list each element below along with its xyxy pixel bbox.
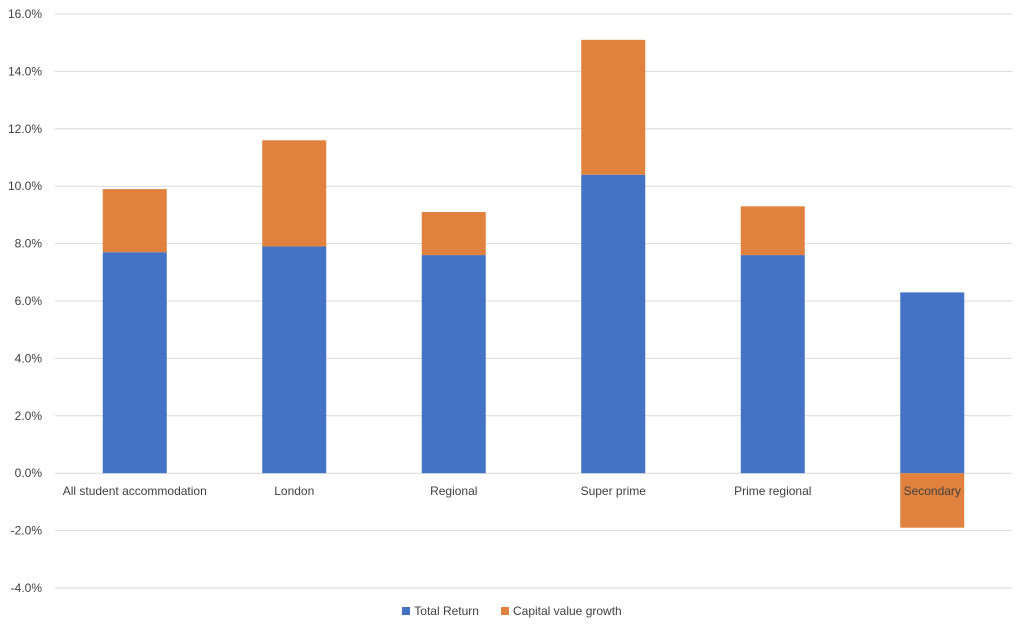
legend-swatch-capital-value-growth	[500, 607, 509, 615]
y-tick-label: -4.0%	[11, 581, 43, 595]
bar-total-return	[262, 246, 327, 474]
bar-total-return	[581, 174, 646, 474]
x-category-label: Regional	[430, 484, 477, 498]
bar-capital-value-growth	[262, 140, 327, 247]
bar-capital-value-growth	[740, 206, 805, 256]
x-category-label: All student accommodation	[63, 484, 207, 498]
legend-item-capital-value-growth: Capital value growth	[500, 604, 622, 618]
y-tick-label: 0.0%	[15, 466, 43, 480]
plot-area: -4.0% -2.0% 0.0% 2.0% 4.0% 6.0% 8.0% 10.0% 12.0%…	[8, 7, 1012, 595]
bar-capital-value-growth	[581, 39, 646, 175]
bar-total-return	[900, 292, 965, 474]
y-tick-label: 4.0%	[15, 351, 43, 365]
y-tick-label: 10.0%	[8, 179, 42, 193]
y-tick-label: 16.0%	[8, 7, 42, 21]
y-tick-label: 12.0%	[8, 122, 42, 136]
y-tick-label: 6.0%	[15, 294, 43, 308]
x-category-label: Prime regional	[734, 484, 811, 498]
y-tick-label: -2.0%	[11, 524, 43, 538]
x-category-label: Super prime	[581, 484, 647, 498]
bar-total-return	[102, 252, 167, 474]
x-category-label: Secondary	[904, 484, 961, 498]
y-tick-label: 8.0%	[15, 237, 43, 251]
bar-capital-value-growth	[900, 473, 965, 528]
bar-total-return	[421, 255, 486, 474]
legend: Total Return Capital value growth	[0, 604, 1024, 618]
x-category-label: London	[274, 484, 314, 498]
legend-label-capital-value-growth: Capital value growth	[512, 604, 622, 618]
legend-item-total-return: Total Return	[402, 604, 479, 618]
y-tick-label: 2.0%	[15, 409, 43, 423]
bar-total-return	[740, 255, 805, 474]
y-tick-label: 14.0%	[8, 64, 42, 78]
bar-capital-value-growth	[102, 189, 167, 253]
bar-capital-value-growth	[421, 212, 486, 256]
legend-label-total-return: Total Return	[414, 604, 479, 618]
legend-swatch-total-return	[402, 607, 411, 615]
